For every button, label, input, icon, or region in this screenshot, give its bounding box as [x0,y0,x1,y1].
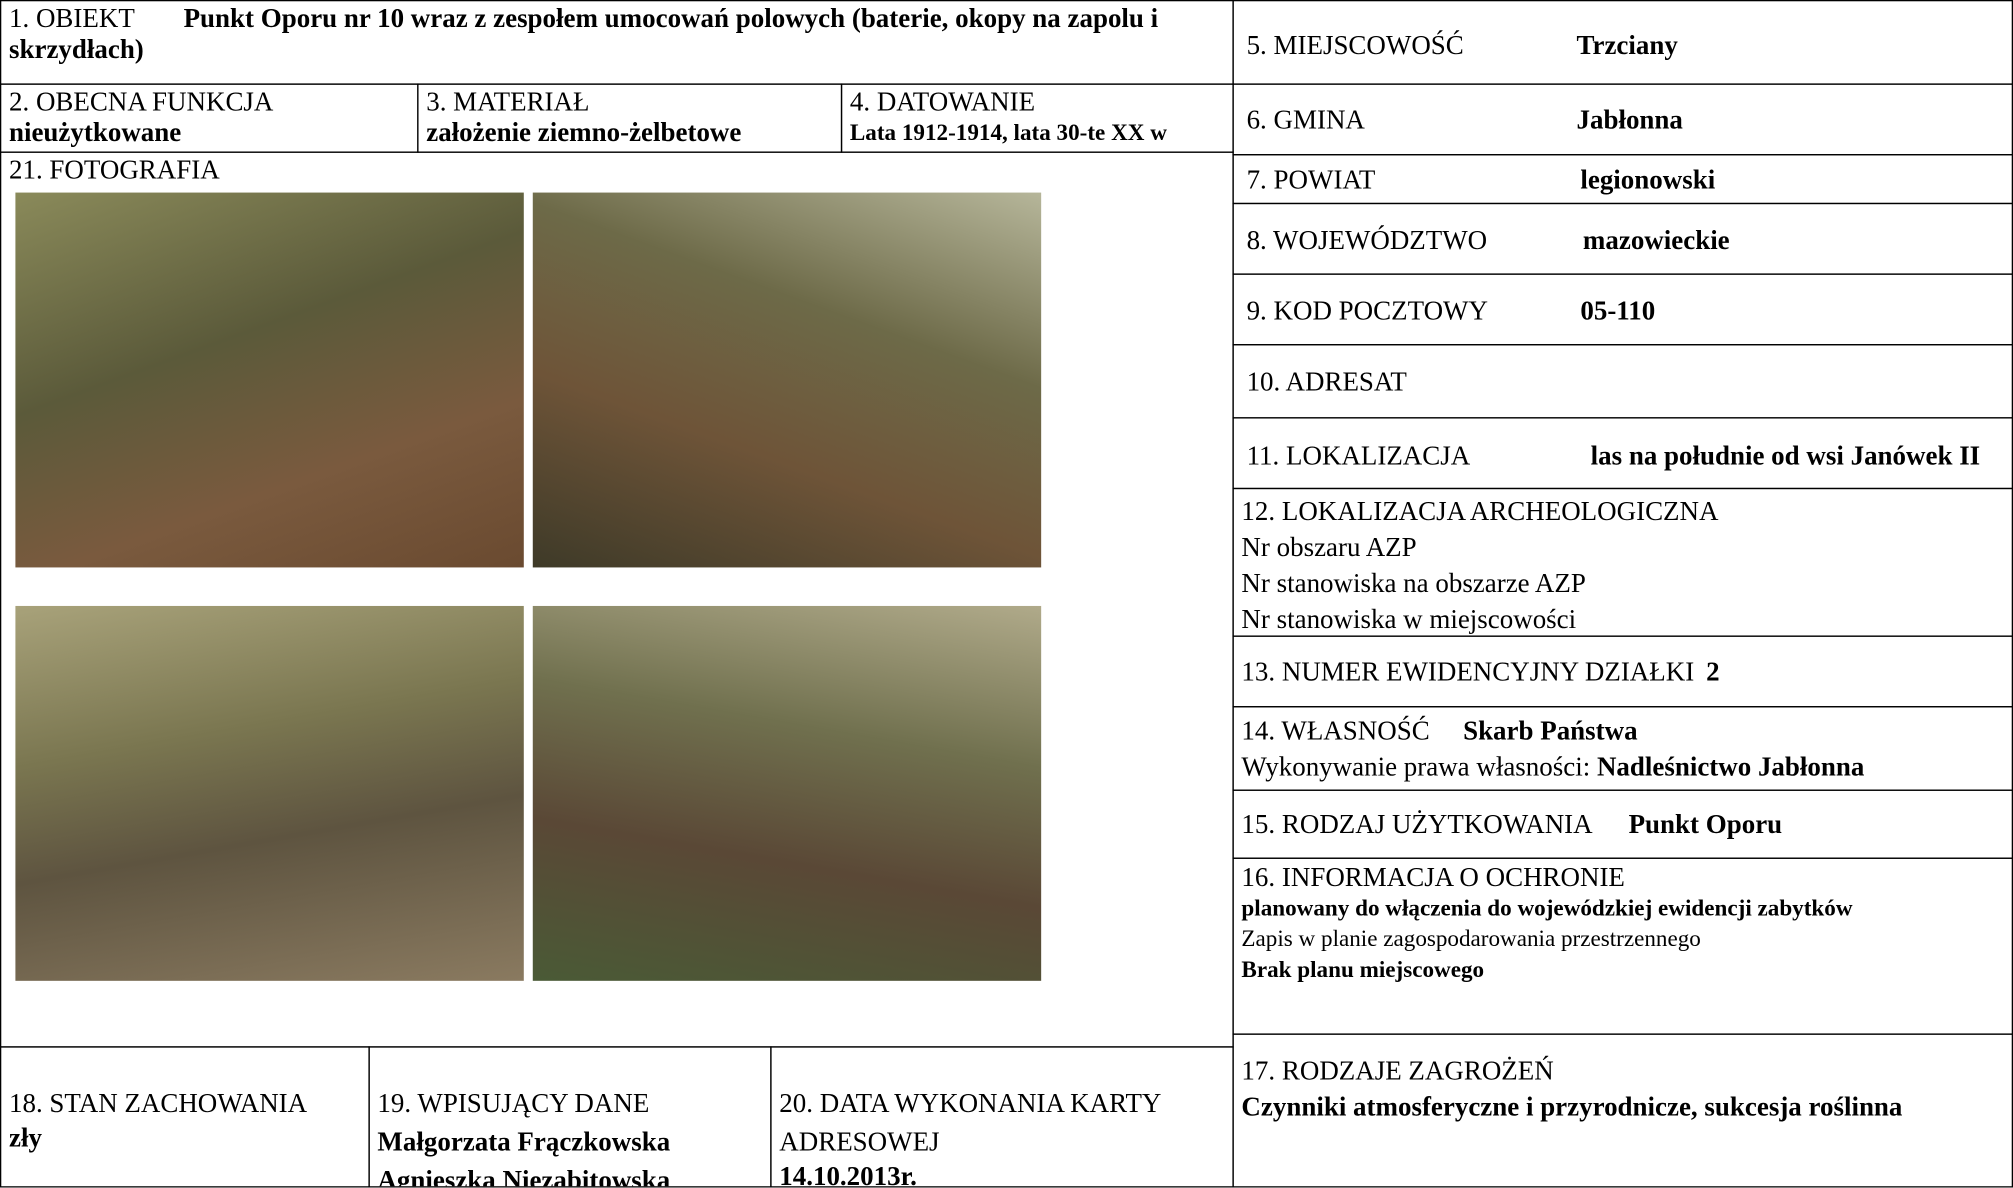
label: 12. LOKALIZACJA ARCHEOLOGICZNA [1241,495,1719,527]
cell-adresat: 10. ADRESAT [1232,344,2013,419]
cell-gmina: 6. GMINA Jabłonna [1232,83,2013,156]
cell-ochrona: 16. INFORMACJA O OCHRONIE planowany do wł… [1232,857,2013,1035]
photo [532,605,1042,981]
cell-wojewodztwo: 8. WOJEWÓDZTWO mazowieckie [1232,202,2013,275]
label: 4. DATOWANIE [849,86,1036,117]
label: 7. POWIAT [1246,164,1376,196]
label: 19. WPISUJĄCY DANE [377,1087,650,1119]
label: 5. MIEJSCOWOŚĆ [1246,29,1464,61]
sublabel: Zapis w planie zagospodarowania przestrz… [1241,925,1701,952]
value: planowany do włączenia do wojewódzkiej e… [1241,894,1853,921]
cell-obiekt: 1. OBIEKT Punkt Oporu nr 10 wraz z zespoł… [0,0,1234,85]
label: 20. DATA WYKONANIA KARTY ADRESOWEJ [779,1087,1161,1157]
label: 10. ADRESAT [1246,365,1407,397]
value: zły [8,1122,42,1153]
label: 9. KOD POCZTOWY [1246,295,1488,327]
value: 2 [1706,656,1720,687]
cell-data: 20. DATA WYKONANIA KARTY ADRESOWEJ 14.10.… [770,1046,1234,1188]
label: 8. WOJEWÓDZTWO [1246,224,1488,256]
line: Nr stanowiska w miejscowości [1241,603,1577,635]
value: Skarb Państwa [1463,715,1638,746]
cell-wpisujacy: 19. WPISUJĄCY DANE Małgorzata Frączkowska… [368,1046,772,1188]
value: Punkt Oporu [1628,808,1783,840]
cell-wlasnosc: 14. WŁASNOŚĆ Skarb Państwa Wykonywanie pra… [1232,706,2013,791]
label: 1. OBIEKT [8,2,135,34]
line: Nr obszaru AZP [1241,531,1417,563]
cell-archeo: 12. LOKALIZACJA ARCHEOLOGICZNA Nr obszaru… [1232,487,2013,637]
label: 2. OBECNA FUNKCJA [8,86,274,117]
photo [532,192,1042,568]
cell-kod: 9. KOD POCZTOWY 05-110 [1232,273,2013,346]
cell-uzytkowanie: 15. RODZAJ UŻYTKOWANIA Punkt Oporu [1232,789,2013,859]
value: legionowski [1580,164,1716,196]
label: 18. STAN ZACHOWANIA [8,1087,308,1119]
value: Agnieszka Niezabitowska [377,1164,671,1188]
photo [15,192,524,568]
label: 6. GMINA [1246,103,1365,135]
cell-powiat: 7. POWIAT legionowski [1232,154,2013,205]
cell-material: 3. MATERIAŁ założenie ziemno-żelbetowe [417,83,843,153]
value: mazowieckie [1582,224,1730,256]
cell-funkcja: 2. OBECNA FUNKCJA nieużytkowane [0,83,419,153]
photo [15,605,524,981]
cell-miejscowosc: 5. MIEJSCOWOŚĆ Trzciany [1232,0,2013,85]
label: 15. RODZAJ UŻYTKOWANIA [1241,808,1593,840]
value: Punkt Oporu nr 10 wraz z zespołem umocow… [8,2,1159,65]
value: 05-110 [1580,295,1656,327]
value: 14.10.2013r. [779,1160,917,1188]
subvalue: Nadleśnictwo Jabłonna [1596,751,1865,782]
label: 13. NUMER EWIDENCYJNY DZIAŁKI [1241,656,1695,687]
value: Trzciany [1576,29,1678,61]
label: 14. WŁASNOŚĆ [1241,715,1430,746]
value: nieużytkowane [8,116,182,148]
value: założenie ziemno-żelbetowe [426,116,742,148]
cell-datowanie: 4. DATOWANIE Lata 1912-1914, lata 30-te X… [840,83,1234,153]
value: Jabłonna [1576,103,1683,135]
cell-stan: 18. STAN ZACHOWANIA zły [0,1046,370,1188]
value: Małgorzata Frączkowska [377,1125,671,1157]
sublabel: Wykonywanie prawa własności: [1241,751,1591,782]
value: las na południe od wsi Janówek II [1590,440,1981,472]
label: 21. FOTOGRAFIA [8,154,220,185]
label: 11. LOKALIZACJA [1246,440,1471,472]
label: 16. INFORMACJA O OCHRONIE [1241,861,1625,893]
cell-lokalizacja: 11. LOKALIZACJA las na południe od wsi Ja… [1232,417,2013,490]
line: Nr stanowiska na obszarze AZP [1241,567,1586,599]
subvalue: Brak planu miejscowego [1241,956,1485,983]
label: 17. RODZAJE ZAGROŻEŃ [1241,1055,1554,1087]
cell-zagrozenia: 17. RODZAJE ZAGROŻEŃ Czynniki atmosferycz… [1232,1033,2013,1188]
label: 3. MATERIAŁ [426,86,590,117]
cell-dzialka: 13. NUMER EWIDENCYJNY DZIAŁKI 2 [1232,635,2013,708]
value: Czynniki atmosferyczne i przyrodnicze, s… [1241,1091,1903,1123]
value: Lata 1912-1914, lata 30-te XX w [849,119,1167,146]
